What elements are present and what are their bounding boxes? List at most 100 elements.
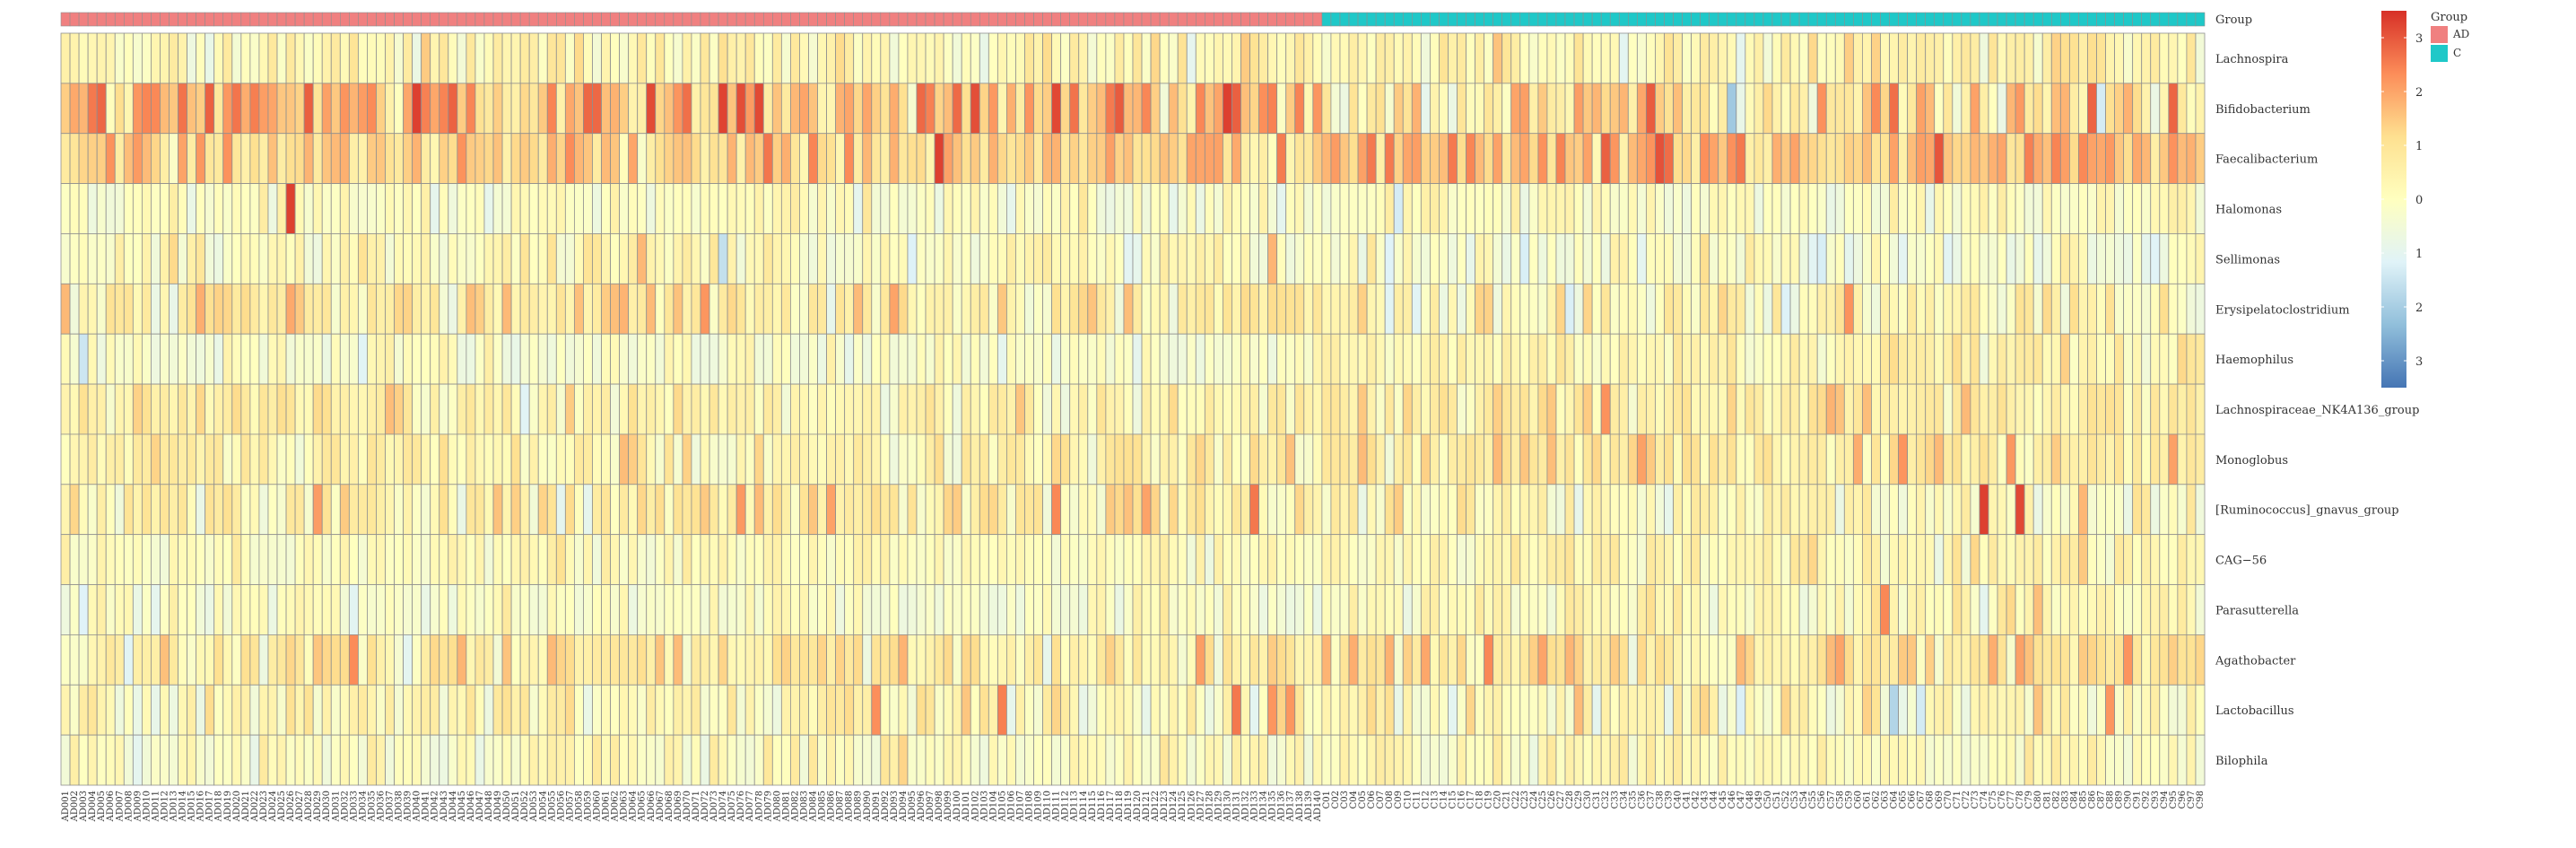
heatmap-cell (1159, 484, 1170, 536)
heatmap-cell (655, 634, 666, 686)
heatmap-cell (457, 734, 467, 786)
heatmap-cell (1780, 333, 1791, 385)
heatmap-cell (2078, 283, 2088, 335)
heatmap-cell (988, 283, 998, 335)
heatmap-cell (1673, 283, 1683, 335)
heatmap-cell (1682, 333, 1693, 385)
heatmap-cell (555, 83, 566, 135)
heatmap-cell (519, 584, 530, 635)
heatmap-cell (114, 233, 125, 284)
column-label: AD125 (1178, 791, 1188, 822)
heatmap-cell (403, 684, 413, 736)
heatmap-cell (2023, 534, 2034, 585)
heatmap-cell (2059, 383, 2070, 435)
heatmap-cell (537, 32, 548, 84)
heatmap-cell (1168, 484, 1179, 536)
heatmap-cell (1393, 534, 1404, 585)
heatmap-cell (1754, 684, 1764, 736)
heatmap-cell (564, 183, 575, 234)
heatmap-cell (2068, 584, 2079, 635)
column-label: C62 (1871, 791, 1881, 809)
heatmap-cell (1204, 684, 1214, 736)
heatmap-cell (1223, 133, 1232, 184)
heatmap-cell (817, 133, 827, 184)
heatmap-cell (1132, 333, 1143, 385)
heatmap-cell (1060, 734, 1071, 786)
heatmap-cell (1907, 183, 1918, 234)
heatmap-cell (132, 634, 143, 686)
heatmap-cell (1366, 333, 1377, 385)
heatmap-cell (1177, 534, 1188, 585)
group-annotation-cell (1682, 12, 1692, 27)
heatmap-cell (294, 383, 305, 435)
heatmap-cell (988, 32, 998, 84)
heatmap-cell (501, 333, 512, 385)
heatmap-cell (753, 333, 764, 385)
heatmap-cell (510, 634, 521, 686)
heatmap-cell (2177, 333, 2188, 385)
heatmap-cell (1348, 433, 1359, 485)
heatmap-cell (1177, 333, 1188, 385)
heatmap-cell (1889, 333, 1899, 385)
heatmap-cell (1006, 433, 1016, 485)
heatmap-cell (771, 283, 782, 335)
heatmap-cell (439, 484, 449, 536)
heatmap-cell (862, 484, 873, 536)
heatmap-cell (466, 233, 476, 284)
heatmap-cell (1096, 433, 1107, 485)
heatmap-cell (1466, 684, 1475, 736)
heatmap-cell (1141, 83, 1152, 135)
heatmap-cell (970, 634, 980, 686)
heatmap-cell (762, 484, 773, 536)
heatmap-cell (1114, 634, 1125, 686)
heatmap-cell (790, 383, 800, 435)
heatmap-cell (1916, 333, 1927, 385)
heatmap-cell (1519, 734, 1530, 786)
heatmap-cell (673, 534, 683, 585)
heatmap-cell (744, 584, 755, 635)
heatmap-cell (1294, 333, 1305, 385)
group-annotation-cell (2041, 12, 2052, 27)
heatmap-cell (1816, 584, 1827, 635)
heatmap-cell (457, 333, 467, 385)
heatmap-cell (1249, 634, 1259, 686)
heatmap-cell (718, 484, 728, 536)
heatmap-cell (592, 734, 602, 786)
heatmap-cell (1636, 684, 1647, 736)
heatmap-cell (1168, 133, 1179, 184)
heatmap-cell (1141, 734, 1152, 786)
heatmap-cell (1789, 634, 1800, 686)
column-label: AD108 (1025, 791, 1035, 822)
heatmap-cell (1285, 684, 1296, 736)
heatmap-cell (1907, 734, 1918, 786)
heatmap-cell (187, 233, 197, 284)
heatmap-cell (501, 433, 512, 485)
column-label: C38 (1655, 791, 1665, 809)
heatmap-cell (1429, 133, 1440, 184)
heatmap-cell (1051, 584, 1062, 635)
column-label: AD090 (863, 791, 873, 822)
heatmap-cell (1825, 32, 1836, 84)
heatmap-cell (844, 83, 855, 135)
heatmap-cell (1484, 283, 1494, 335)
column-label: AD102 (970, 791, 980, 822)
heatmap-cell (330, 233, 341, 284)
heatmap-cell (1609, 383, 1620, 435)
heatmap-cell (718, 534, 728, 585)
heatmap-cell (2141, 183, 2152, 234)
heatmap-cell (2132, 684, 2143, 736)
heatmap-cell (619, 133, 630, 184)
heatmap-cell (187, 584, 197, 635)
heatmap-cell (1961, 584, 1971, 635)
heatmap-cell (1195, 433, 1205, 485)
heatmap-cell (889, 283, 900, 335)
heatmap-cell (1718, 634, 1728, 686)
heatmap-cell (1294, 433, 1305, 485)
heatmap-cell (1546, 484, 1557, 536)
group-annotation-cell (1042, 12, 1052, 27)
heatmap-cell (285, 333, 296, 385)
heatmap-cell (970, 734, 980, 786)
heatmap-cell (87, 684, 98, 736)
heatmap-cell (1114, 233, 1125, 284)
heatmap-cell (1501, 333, 1512, 385)
